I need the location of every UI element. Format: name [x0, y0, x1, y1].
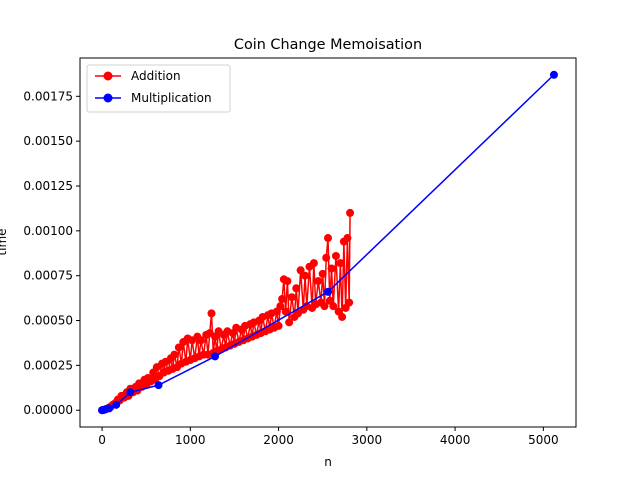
x-tick-label: 4000 [440, 433, 471, 447]
data-point-addition [276, 302, 285, 311]
x-tick-label: 1000 [175, 433, 206, 447]
data-point-addition [346, 208, 355, 217]
data-point-addition [322, 253, 331, 262]
data-point-addition [336, 259, 345, 268]
data-point-addition [331, 251, 340, 260]
data-point-addition [287, 293, 296, 302]
legend: Addition Multiplication [86, 64, 231, 113]
data-point-addition [320, 302, 329, 311]
data-point-addition [314, 277, 323, 286]
y-tick-label: 0.00100 [23, 224, 73, 238]
data-point-addition [281, 307, 290, 316]
data-point-addition [285, 318, 294, 327]
data-point-multiplication [126, 388, 135, 397]
legend-marker-addition [103, 71, 113, 81]
y-axis-label: time [0, 228, 9, 255]
y-tick-label: 0.00025 [23, 358, 73, 372]
data-point-multiplication [324, 287, 332, 296]
data-point-addition [292, 284, 301, 293]
data-point-addition [301, 271, 310, 280]
data-point-multiplication [154, 381, 163, 390]
chart-title: Coin Change Memoisation [234, 37, 422, 53]
data-point-addition [296, 266, 305, 275]
data-point-addition [309, 259, 318, 268]
legend-label-multiplication: Multiplication [131, 91, 212, 105]
x-tick-label: 3000 [352, 433, 383, 447]
y-tick-label: 0.00000 [23, 403, 73, 417]
data-point-multiplication [211, 352, 220, 361]
data-point-addition [274, 321, 283, 330]
data-point-addition [170, 350, 179, 359]
data-point-addition [338, 312, 347, 321]
data-point-multiplication [549, 70, 558, 79]
y-tick-label: 0.00050 [23, 314, 73, 328]
x-axis-label: n [324, 455, 332, 469]
plot-frame [79, 57, 577, 428]
y-tick-label: 0.00175 [23, 89, 73, 103]
x-tick-label: 0 [98, 433, 106, 447]
y-tick-label: 0.00150 [23, 134, 73, 148]
x-tick-label: 2000 [263, 433, 294, 447]
data-point-addition [174, 343, 183, 352]
legend-label-addition: Addition [131, 69, 181, 83]
data-point-addition [329, 302, 338, 311]
data-point-addition [327, 264, 336, 273]
data-point-addition [343, 234, 352, 243]
legend-marker-multiplication [103, 93, 113, 103]
x-tick-label: 5000 [528, 433, 559, 447]
data-point-addition [324, 234, 332, 243]
data-point-multiplication [112, 400, 121, 409]
data-point-addition [196, 336, 205, 345]
x-axis: 0 1000 2000 3000 4000 5000 [98, 427, 559, 447]
data-point-addition [318, 269, 327, 278]
data-point-multiplication [105, 404, 114, 413]
y-tick-label: 0.00075 [23, 269, 73, 283]
y-axis: 0.00000 0.00025 0.00050 0.00075 0.00100 0.001… [23, 89, 80, 417]
data-point-addition [207, 309, 216, 318]
data-point-addition [283, 277, 292, 286]
data-point-addition [345, 298, 354, 307]
legend-box [86, 64, 231, 113]
y-tick-label: 0.00125 [23, 179, 73, 193]
plot-area [98, 70, 558, 415]
data-point-addition [278, 295, 287, 304]
